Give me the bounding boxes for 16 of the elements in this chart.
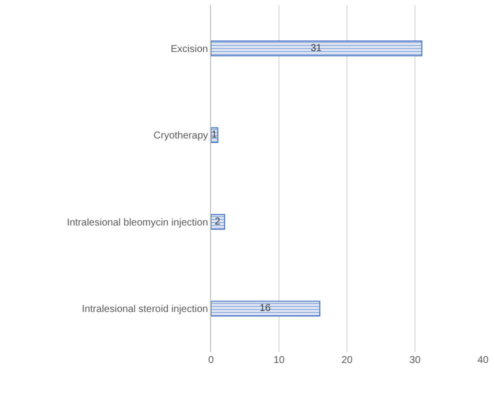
bar — [211, 214, 226, 230]
y-tick-label: Excision — [170, 44, 208, 55]
x-tick-label: 0 — [208, 355, 214, 366]
y-tick-label: Cryotherapy — [154, 130, 208, 142]
x-tick-label: 30 — [409, 355, 421, 366]
data-label: 31 — [310, 42, 322, 54]
bar — [211, 40, 422, 56]
y-tick-label: Intralesional bleomycin injection — [66, 217, 208, 228]
x-tick-label: 40 — [477, 355, 489, 366]
x-tick-label: 20 — [341, 355, 353, 366]
data-label: 16 — [260, 303, 272, 314]
y-tick-label: Intralesional steroid injection — [82, 304, 208, 316]
bar — [211, 300, 320, 316]
data-label: 1 — [211, 130, 218, 141]
x-tick-label: 10 — [273, 355, 285, 366]
data-label: 2 — [214, 216, 221, 228]
